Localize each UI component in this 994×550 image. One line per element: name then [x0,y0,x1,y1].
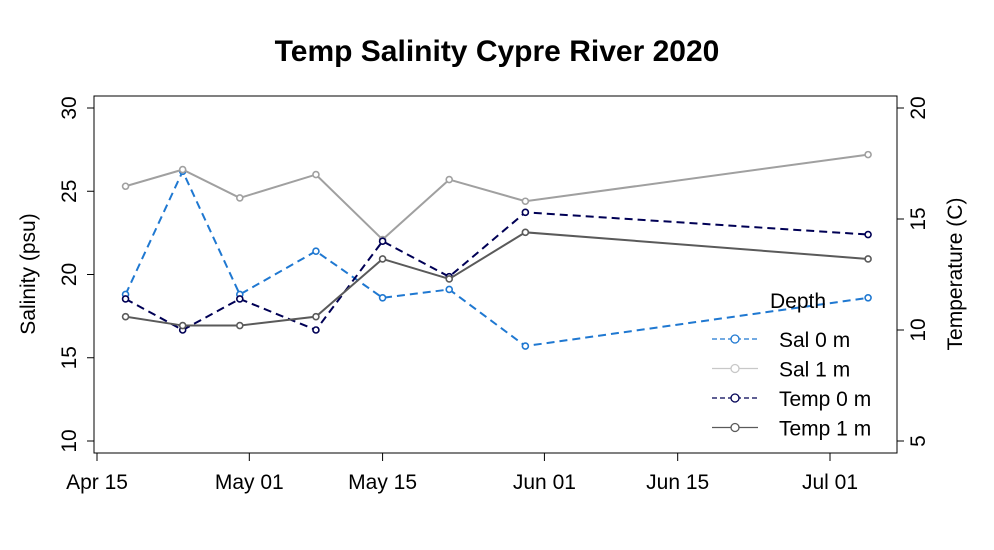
data-point [121,182,130,191]
plot-frame [93,95,898,454]
data-point [121,312,130,321]
legend-swatch-marker [730,363,740,374]
data-point [178,321,187,330]
left-y-tick-label: 10 [58,429,81,452]
right-y-axis: 5 10 15 20 [897,96,930,447]
legend-title: Depth [770,290,826,313]
data-point [445,275,454,283]
data-point [864,294,872,302]
series-temp-0-m [121,208,872,334]
left-y-axis: 10 15 20 25 30 [58,96,94,453]
data-point [521,342,530,350]
left-y-axis-label: Salinity (psu) [17,213,40,334]
data-point [312,312,320,321]
series-line [125,211,869,332]
x-tick-label: Jul 01 [802,471,858,494]
legend-item: Sal 1 m [712,359,850,382]
series-layer [121,150,872,350]
legend-item: Temp 0 m [712,388,871,411]
x-tick-label: Jun 15 [646,471,709,494]
left-y-tick-label: 15 [58,346,81,369]
legend-swatch-marker [730,334,740,344]
data-point [521,228,530,237]
series-line [125,153,869,241]
data-point [445,175,454,184]
legend-item: Temp 1 m [712,418,871,441]
data-point [521,197,530,206]
legend-label: Sal 1 m [779,359,850,382]
series-temp-1-m [121,228,872,330]
legend-swatch-marker [730,393,740,403]
data-point [445,285,454,294]
x-tick-label: Apr 15 [66,471,128,494]
left-y-tick-label: 25 [58,180,81,203]
data-point [121,295,130,303]
left-y-tick-label: 30 [58,96,81,119]
legend-label: Temp 0 m [779,388,871,411]
data-point [312,170,320,179]
data-point [235,295,244,303]
legend-label: Sal 0 m [779,329,850,352]
data-point [378,294,387,302]
left-y-tick-label: 20 [58,263,81,286]
data-point [235,321,244,330]
data-point [864,255,872,263]
series-line [124,168,869,348]
data-point [378,255,387,263]
x-tick-label: Jun 01 [513,471,576,494]
series-sal-1-m [121,150,872,244]
x-tick-label: May 01 [215,471,284,494]
legend-item: Sal 0 m [712,329,850,352]
data-point [312,247,320,255]
data-point [521,208,530,217]
right-y-tick-label: 10 [907,318,930,341]
right-y-tick-label: 15 [907,207,930,230]
legend-swatch-marker [730,422,740,433]
data-point [864,150,872,159]
right-y-tick-label: 5 [907,435,930,447]
right-y-tick-label: 20 [907,96,930,119]
series-line [125,231,869,327]
legend-label: Temp 1 m [779,418,871,441]
data-point [178,165,187,174]
right-y-axis-label: Temperature (C) [944,198,967,351]
legend: Depth Sal 0 m Sal 1 m Temp 0 m Temp 1 m [712,290,871,441]
chart-title: Temp Salinity Cypre River 2020 [275,35,720,68]
data-point [235,194,244,202]
x-axis: Apr 15 May 01 May 15 Jun 01 Jun 15 Jul 01 [66,453,858,494]
data-point [864,230,872,239]
data-point [378,237,387,245]
data-point [312,326,320,334]
x-tick-label: May 15 [348,471,417,494]
